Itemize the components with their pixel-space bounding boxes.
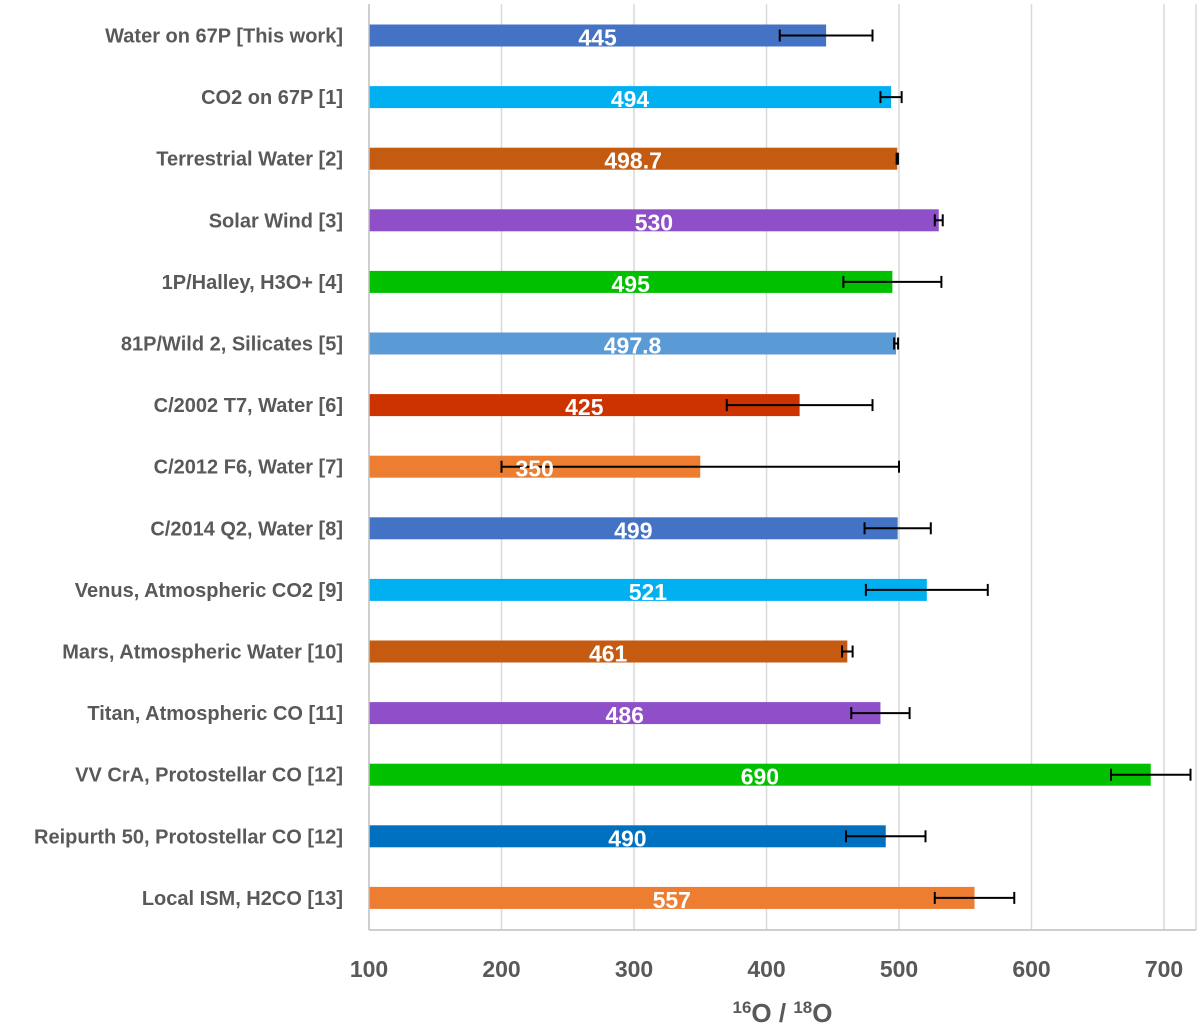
category-label-11: Titan, Atmospheric CO [11] xyxy=(87,703,343,725)
category-labels: Water on 67P [This work] CO2 on 67P [1] Te… xyxy=(34,26,343,910)
bar-value-label-1: 494 xyxy=(611,86,650,112)
category-label-8: C/2014 Q2, Water [8] xyxy=(150,518,343,540)
bar-9 xyxy=(369,578,927,601)
bar-14 xyxy=(369,886,975,909)
bar-value-label-5: 497.8 xyxy=(604,333,662,359)
bar-2 xyxy=(369,147,898,170)
bar-0 xyxy=(369,24,827,47)
error-bar-14 xyxy=(933,891,1016,904)
bar-1 xyxy=(369,86,892,109)
category-label-2: Terrestrial Water [2] xyxy=(156,149,343,171)
error-bar-9 xyxy=(864,583,989,596)
x-tick-label-400: 400 xyxy=(747,956,785,982)
category-label-1: CO2 on 67P [1] xyxy=(201,87,343,109)
category-label-0: Water on 67P [This work] xyxy=(105,26,343,48)
bar-value-label-0: 445 xyxy=(578,25,617,51)
x-tick-label-200: 200 xyxy=(482,956,520,982)
category-label-14: Local ISM, H2CO [13] xyxy=(142,888,343,910)
x-tick-label-600: 600 xyxy=(1012,956,1050,982)
error-bar-2 xyxy=(895,152,899,165)
error-bar-11 xyxy=(850,707,911,720)
category-label-9: Venus, Atmospheric CO2 [9] xyxy=(75,580,343,602)
error-bar-13 xyxy=(845,830,927,843)
axes xyxy=(368,4,1196,931)
bar-8 xyxy=(369,517,898,540)
category-label-4: 1P/Halley, H3O+ [4] xyxy=(162,272,343,294)
category-label-7: C/2012 F6, Water [7] xyxy=(154,457,343,479)
bar-5 xyxy=(369,332,897,355)
category-label-12: VV CrA, Protostellar CO [12] xyxy=(75,765,343,787)
bar-value-label-3: 530 xyxy=(635,209,673,235)
error-bar-6 xyxy=(725,399,874,412)
error-bar-0 xyxy=(778,29,874,42)
category-label-10: Mars, Atmospheric Water [10] xyxy=(62,642,343,664)
x-tick-label-700: 700 xyxy=(1145,956,1183,982)
error-bar-8 xyxy=(863,522,932,535)
error-bar-4 xyxy=(842,275,943,288)
bar-4 xyxy=(369,270,893,293)
bar-value-label-12: 690 xyxy=(741,764,779,790)
bar-10 xyxy=(369,640,848,663)
bar-value-label-7: 350 xyxy=(515,456,553,482)
x-axis-title: 16O / 18O xyxy=(733,998,833,1028)
bar-value-label-4: 495 xyxy=(612,271,651,297)
bar-value-label-13: 490 xyxy=(608,825,646,851)
category-label-3: Solar Wind [3] xyxy=(209,210,343,232)
category-label-6: C/2002 T7, Water [6] xyxy=(154,395,343,417)
bar-value-label-14: 557 xyxy=(653,887,691,913)
bar-value-label-2: 498.7 xyxy=(604,148,662,174)
category-label-5: 81P/Wild 2, Silicates [5] xyxy=(121,334,343,356)
x-tick-labels: 100 200 300 400 500 600 700 xyxy=(350,956,1183,982)
error-bars xyxy=(500,29,1192,904)
bar-value-label-9: 521 xyxy=(629,579,668,605)
bars xyxy=(369,24,1151,909)
bar-value-label-10: 461 xyxy=(589,641,628,667)
bar-value-labels: 445 494 498.7 530 495 497.8 425 350 499 521 461 486… xyxy=(515,25,779,913)
bar-11 xyxy=(369,702,881,725)
bar-12 xyxy=(369,763,1151,786)
error-bar-5 xyxy=(893,337,900,350)
bar-value-label-8: 499 xyxy=(614,517,652,543)
error-bar-7 xyxy=(500,460,900,473)
category-label-13: Reipurth 50, Protostellar CO [12] xyxy=(34,826,343,848)
error-bar-10 xyxy=(841,645,854,658)
error-bar-12 xyxy=(1110,768,1192,781)
x-tick-label-100: 100 xyxy=(350,956,388,982)
bar-value-label-6: 425 xyxy=(565,394,604,420)
bar-value-label-11: 486 xyxy=(606,702,644,728)
bar-13 xyxy=(369,825,886,848)
bar-6 xyxy=(369,394,800,417)
x-tick-label-300: 300 xyxy=(615,956,653,982)
error-bar-1 xyxy=(879,91,903,104)
error-bar-3 xyxy=(933,214,944,227)
bar-3 xyxy=(369,209,939,232)
x-tick-label-500: 500 xyxy=(880,956,918,982)
